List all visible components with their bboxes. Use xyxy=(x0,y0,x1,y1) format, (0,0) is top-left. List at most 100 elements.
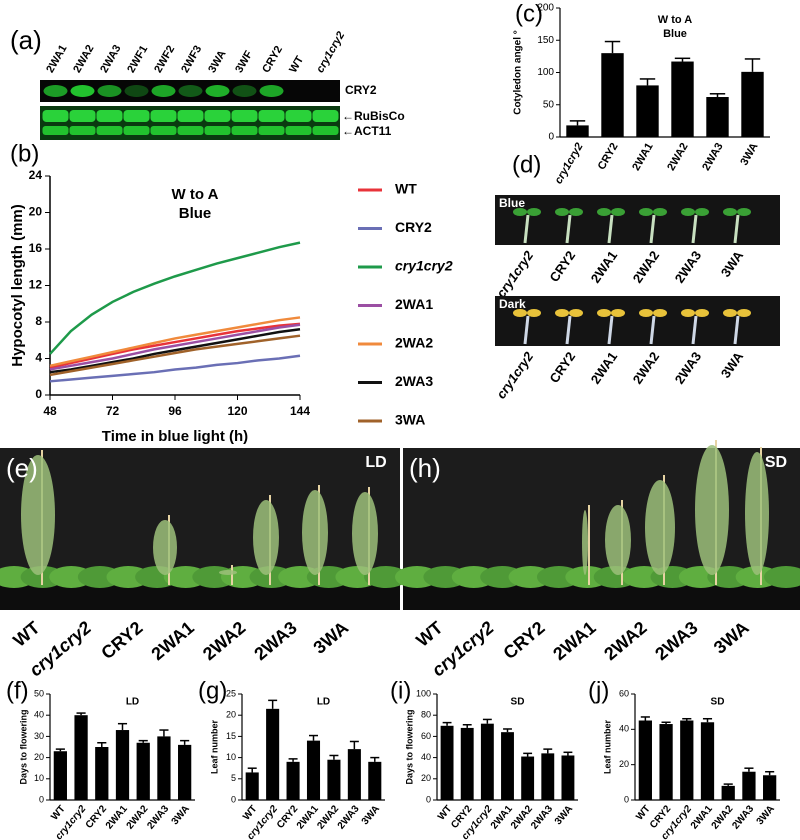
stalk xyxy=(695,445,729,575)
blot-band xyxy=(150,110,177,122)
stalk xyxy=(302,490,328,575)
y-tick-label: 8 xyxy=(35,314,42,328)
seedling-leaf xyxy=(597,208,611,216)
rosette xyxy=(764,566,800,588)
seedling-leaf xyxy=(723,309,737,317)
legend-label: 2WA2 xyxy=(395,335,433,351)
blot-band xyxy=(285,110,312,122)
chart-title: W to A xyxy=(172,186,219,203)
seedling-label: 3WA xyxy=(718,349,747,381)
stalk xyxy=(352,492,378,575)
seedling-leaf xyxy=(527,208,541,216)
seedling-leaf xyxy=(555,208,569,216)
lane-label: WT xyxy=(287,54,306,75)
lane-label: 2WF2 xyxy=(152,44,177,75)
y-tick-label: 40 xyxy=(421,752,431,762)
seedling-label: 2WA1 xyxy=(588,248,621,286)
bar xyxy=(245,772,259,800)
y-tick-label: 0 xyxy=(35,387,42,401)
seedling-label: 2WA3 xyxy=(672,248,705,286)
bar xyxy=(706,97,729,137)
pots xyxy=(403,585,800,610)
y-tick-label: 60 xyxy=(421,731,431,741)
blot-band xyxy=(312,110,339,122)
blot-band xyxy=(259,85,284,97)
x-tick-label: 2WA2 xyxy=(125,803,151,831)
seedling-label: CRY2 xyxy=(546,248,578,285)
x-tick-label: 2WA3 xyxy=(336,803,362,831)
blot-band xyxy=(70,85,95,97)
chart-title: LD xyxy=(126,697,139,708)
bar xyxy=(74,715,88,800)
seedling-photo xyxy=(495,296,780,346)
bar xyxy=(700,722,715,800)
blot-band xyxy=(205,85,230,97)
x-tick-label: 3WA xyxy=(170,804,192,828)
x-tick-label: 2WA3 xyxy=(145,803,171,831)
y-tick-label: 5 xyxy=(231,773,236,783)
y-tick-label: 100 xyxy=(416,688,431,698)
y-tick-label: 40 xyxy=(34,710,44,720)
legend-label: WT xyxy=(395,181,417,197)
y-axis-label: Leaf number xyxy=(602,720,612,775)
seedling-stem xyxy=(733,315,740,345)
blot-band xyxy=(69,126,96,135)
blot-top xyxy=(40,80,340,102)
bar xyxy=(541,753,555,800)
x-tick-label: 3WA xyxy=(755,804,777,828)
seedling-leaf xyxy=(569,208,583,216)
blot-band xyxy=(231,110,258,122)
seedling-stem xyxy=(607,214,614,244)
seedling-leaf xyxy=(513,208,527,216)
legend-label: 2WA1 xyxy=(395,296,433,312)
panel-label: (b) xyxy=(10,140,39,167)
seedling-leaf xyxy=(695,309,709,317)
blot-band xyxy=(97,85,122,97)
seedling-leaf xyxy=(597,309,611,317)
y-tick-label: 4 xyxy=(35,351,42,365)
bar xyxy=(601,53,624,137)
seedling-leaf xyxy=(653,309,667,317)
bar xyxy=(115,730,130,800)
blot-band xyxy=(178,85,203,97)
x-tick-label: 2WA1 xyxy=(104,803,130,831)
lane-label: cry1cry2 xyxy=(314,30,347,75)
x-tick-label: 2WA3 xyxy=(700,141,725,173)
bar xyxy=(368,761,382,800)
bar xyxy=(501,732,514,800)
lane-label: 2WA1 xyxy=(44,43,69,75)
seedling-leaf xyxy=(555,309,569,317)
seedling-leaf xyxy=(737,208,751,216)
condition-label: SD xyxy=(765,454,787,471)
condition-label: Blue xyxy=(499,196,525,210)
bar xyxy=(306,740,321,800)
seedling-leaf xyxy=(639,309,653,317)
genotype-label: WT xyxy=(9,617,43,650)
seedling-leaf xyxy=(653,208,667,216)
seedling-leaf xyxy=(611,309,625,317)
bar xyxy=(480,723,494,800)
seedling-stem xyxy=(733,214,740,244)
bar xyxy=(286,761,300,800)
bar xyxy=(95,747,109,800)
panel-label: (d) xyxy=(512,151,541,178)
y-axis-label: Days to flowering xyxy=(18,709,28,784)
panel-label: (a) xyxy=(10,25,42,55)
x-tick-label: 2WA2 xyxy=(665,141,690,173)
y-tick-label: 100 xyxy=(537,67,554,78)
bar xyxy=(742,771,756,800)
y-tick-label: 50 xyxy=(34,688,44,698)
panel-label: (h) xyxy=(409,453,441,483)
blot-band xyxy=(232,85,257,97)
seedling-label: 2WA1 xyxy=(588,349,621,387)
seedling-stem xyxy=(565,315,572,345)
series-line xyxy=(49,334,301,377)
panel-label: (f) xyxy=(6,677,29,704)
bar xyxy=(680,720,694,800)
blot-band xyxy=(312,126,339,135)
lane-label: 2WF1 xyxy=(125,44,150,75)
stalk xyxy=(745,452,769,575)
condition-label: Dark xyxy=(499,297,526,311)
bar xyxy=(636,85,659,137)
lane-label: CRY2 xyxy=(260,44,285,75)
